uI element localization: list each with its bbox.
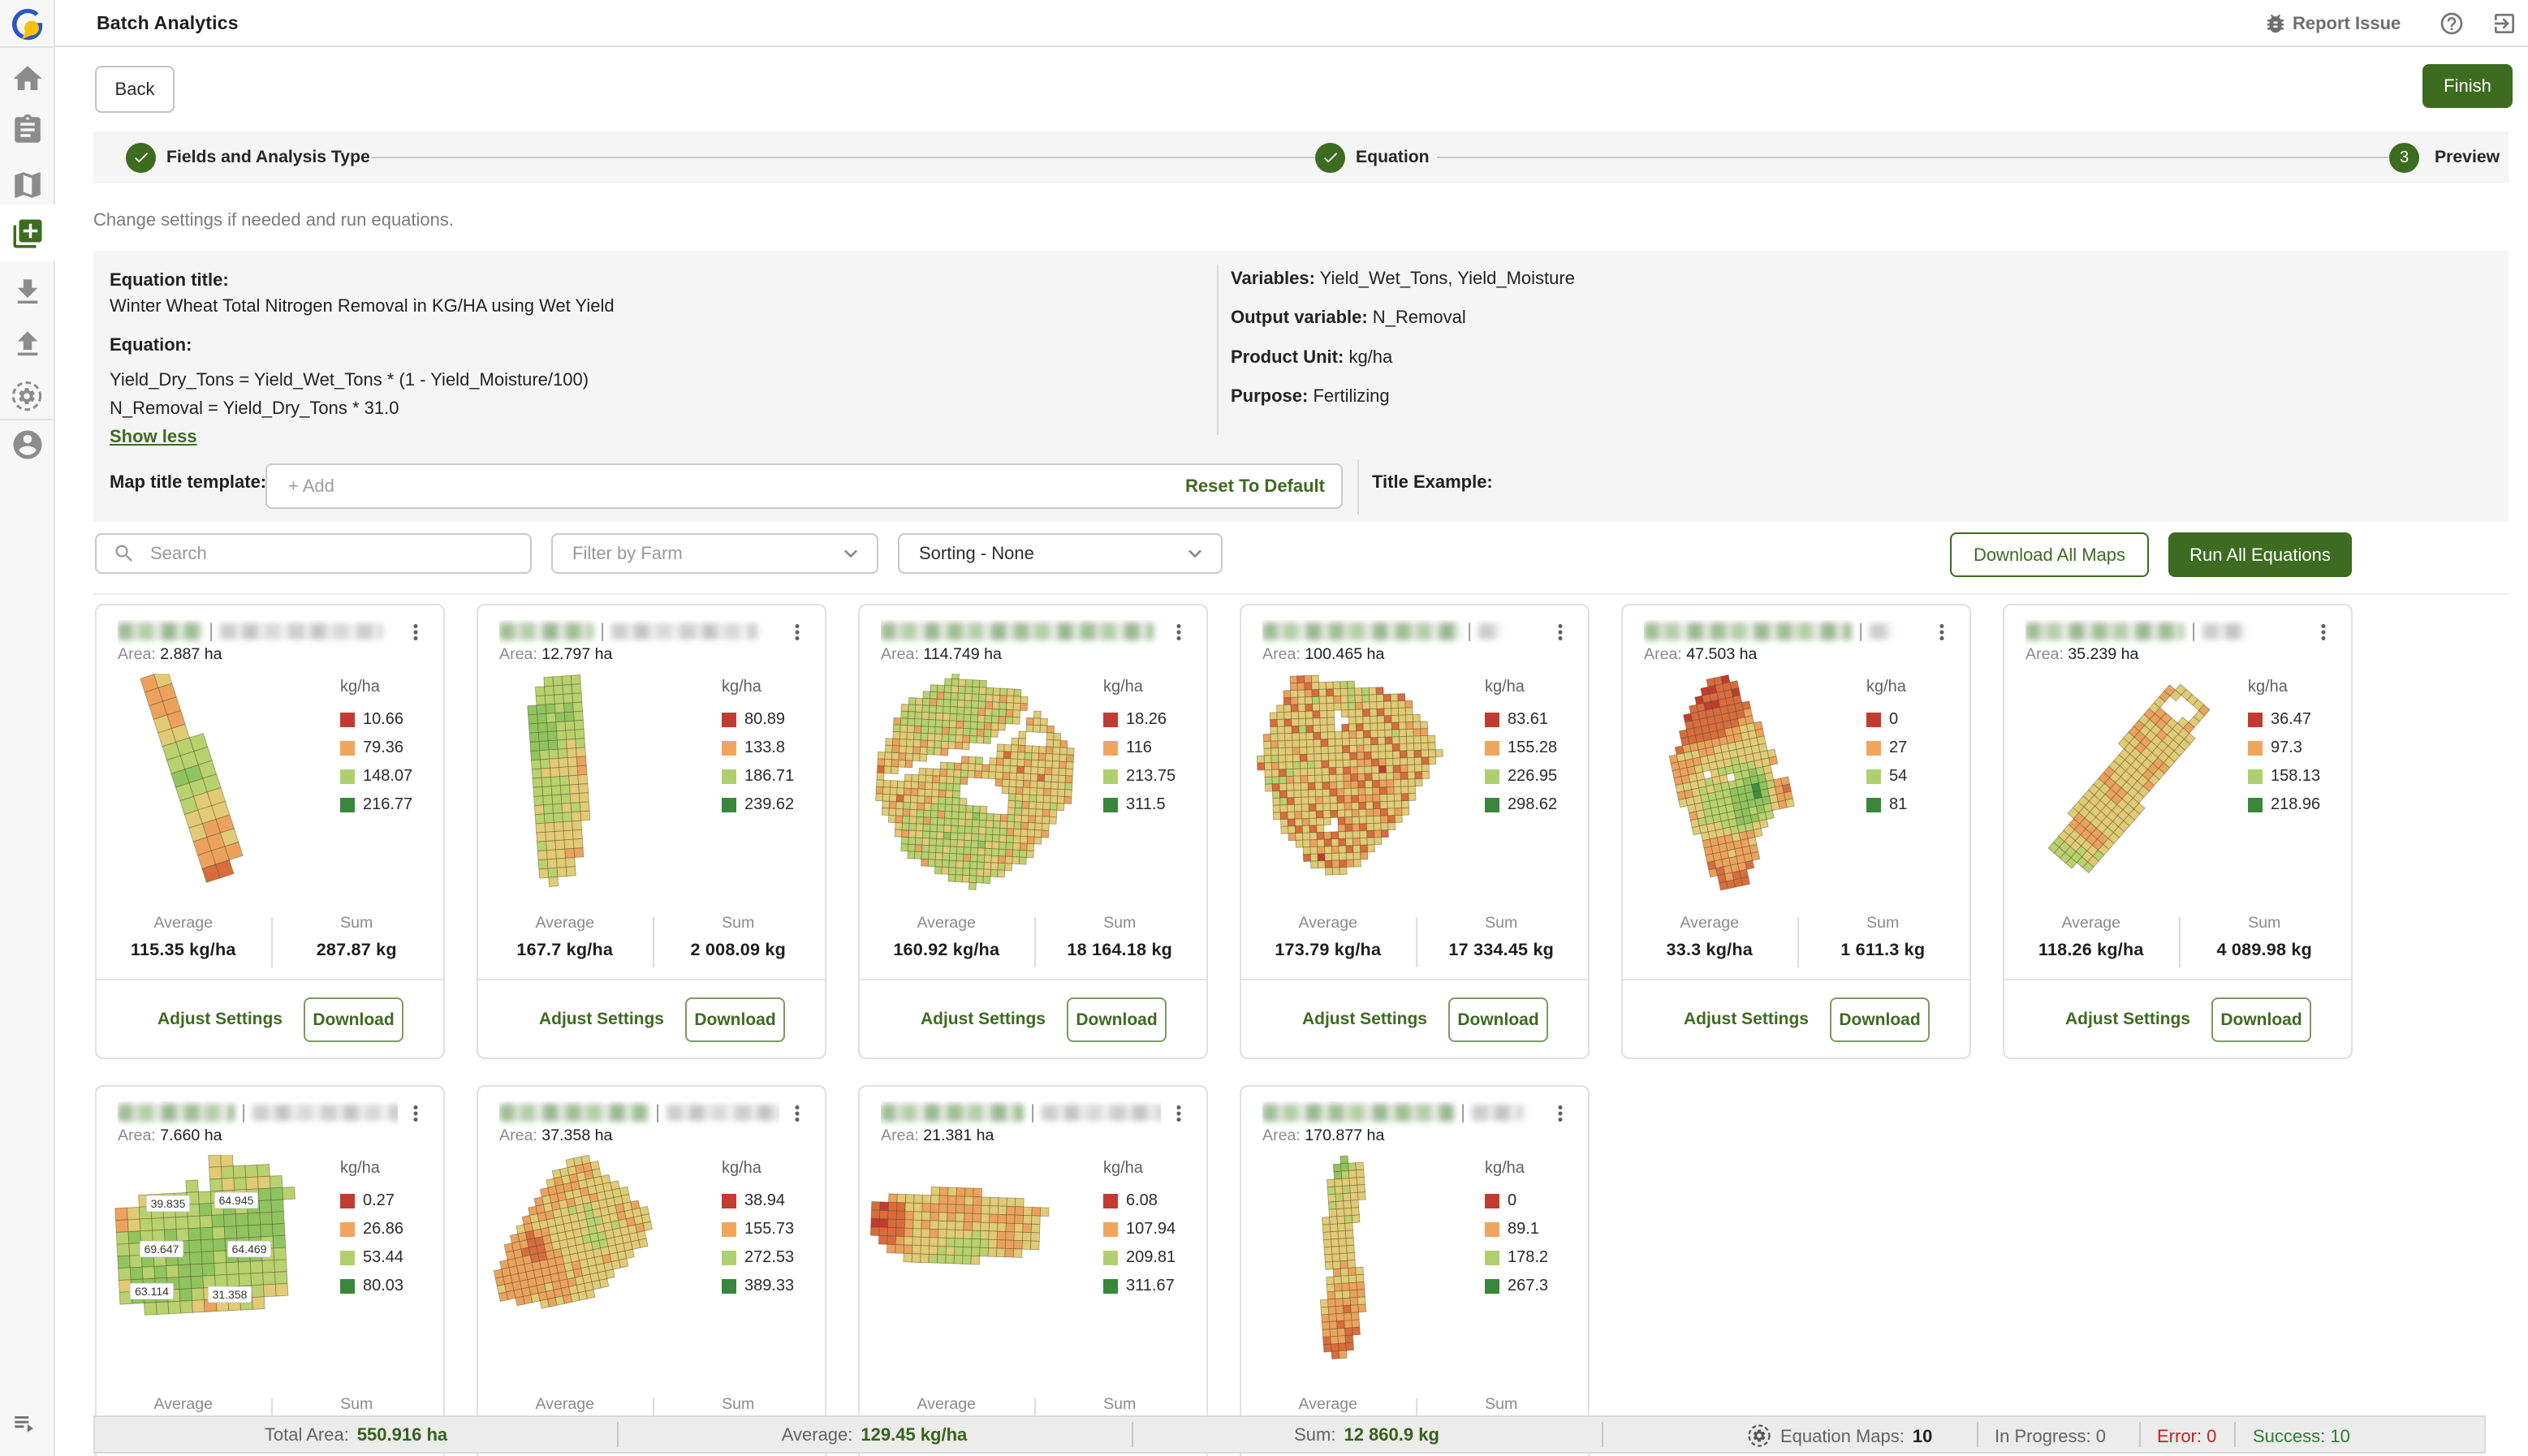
svg-text:69.647: 69.647: [145, 1243, 179, 1256]
svg-text:39.835: 39.835: [151, 1197, 186, 1210]
svg-text:64.945: 64.945: [219, 1194, 254, 1207]
svg-text:31.358: 31.358: [213, 1288, 248, 1301]
svg-text:63.114: 63.114: [135, 1285, 169, 1298]
svg-text:64.469: 64.469: [232, 1243, 267, 1256]
